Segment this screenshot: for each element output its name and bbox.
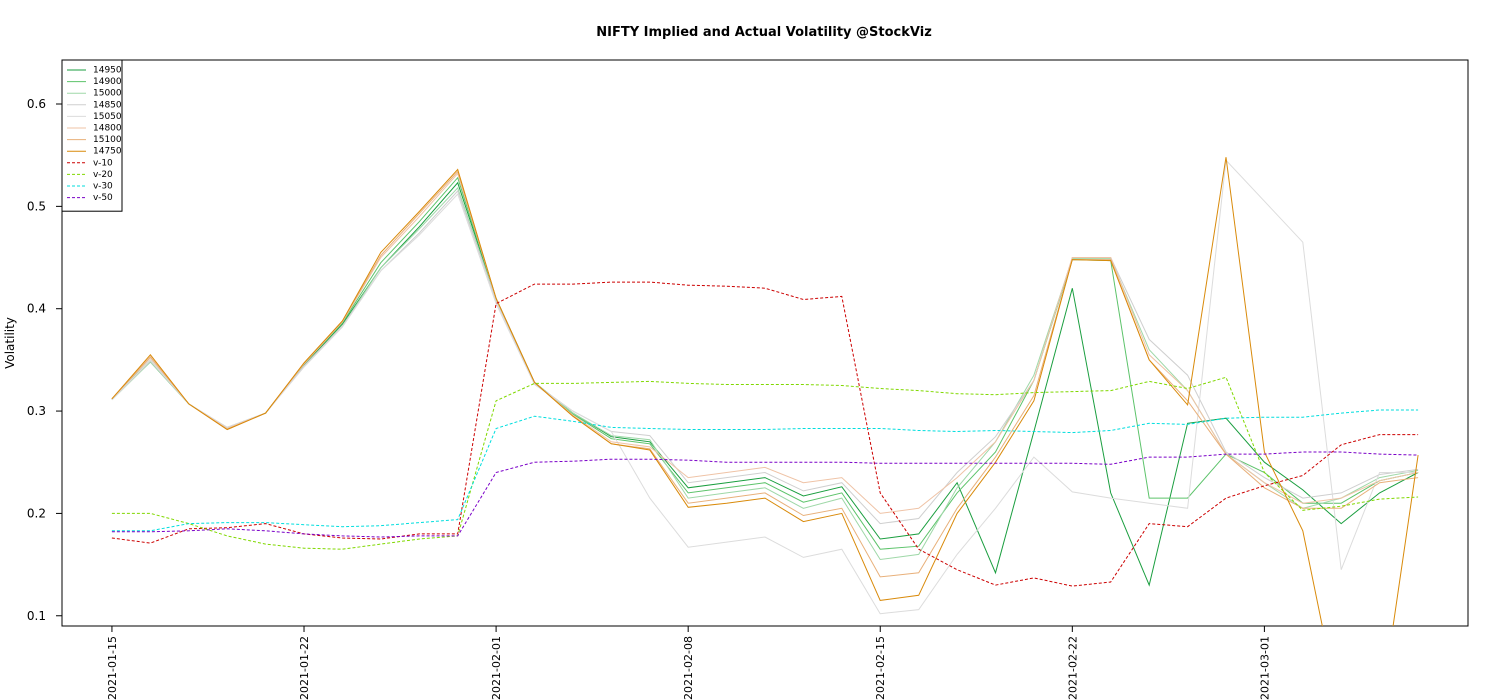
legend-label: 14800	[93, 124, 122, 134]
legend-label: v-10	[93, 158, 113, 168]
x-tick-label: 2021-01-22	[298, 636, 311, 700]
series-line	[111, 281, 1419, 587]
x-tick-label: 2021-01-15	[106, 636, 119, 700]
y-tick-label: 0.3	[27, 404, 46, 418]
y-tick-label: 0.2	[27, 506, 46, 520]
series-line	[111, 172, 1419, 514]
series-line	[111, 186, 1419, 561]
series-line	[111, 409, 1419, 532]
legend-label: 14850	[93, 100, 122, 110]
legend-label: 14950	[93, 66, 122, 76]
y-tick-label: 0.1	[27, 609, 46, 623]
x-tick-label: 2021-02-15	[874, 636, 887, 700]
series-line	[111, 181, 1419, 587]
y-tick-label: 0.5	[27, 199, 46, 213]
series-line	[111, 159, 1419, 615]
plot-frame	[61, 59, 1469, 627]
x-tick-label: 2021-02-08	[682, 636, 695, 700]
series-line	[111, 190, 1419, 525]
y-axis-label: Volatility	[3, 317, 17, 369]
series-line	[111, 376, 1419, 550]
legend-label: 15050	[93, 112, 122, 122]
legend-label: v-20	[93, 170, 113, 180]
series-line	[111, 157, 1419, 626]
chart-title: NIFTY Implied and Actual Volatility @Sto…	[596, 25, 932, 40]
legend-label: 14900	[93, 77, 122, 87]
y-tick-label: 0.4	[27, 302, 46, 316]
x-tick-label: 2021-02-01	[490, 636, 503, 700]
y-tick-label: 0.6	[27, 97, 46, 111]
legend-label: 14750	[93, 147, 122, 157]
legend-label: v-50	[93, 193, 113, 203]
legend-label: 15100	[93, 135, 122, 145]
lines	[111, 157, 1419, 626]
legend-label: 15000	[93, 89, 122, 99]
series-line	[111, 451, 1419, 538]
series-line	[111, 170, 1419, 578]
legend-label: v-30	[93, 182, 113, 192]
x-tick-label: 2021-03-01	[1258, 636, 1271, 700]
x-tick-label: 2021-02-22	[1066, 636, 1079, 700]
